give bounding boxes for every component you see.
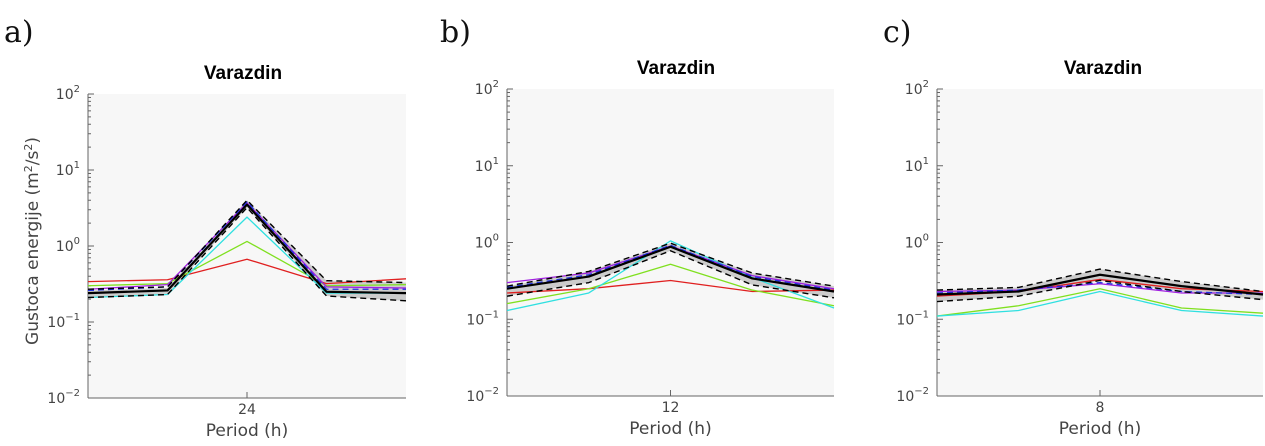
y-tick-label: 10−2 <box>466 386 499 405</box>
chart-panel-3: c) Varazdin 10−2 10−1 100 101 102 8 Period (h) <box>883 15 1264 439</box>
panel-letter: c) <box>883 15 912 50</box>
series-line-6 <box>506 240 835 312</box>
y-tick-label: 101 <box>56 160 80 179</box>
x-tick-label: 12 <box>662 400 680 416</box>
y-tick-label: 10−2 <box>896 386 929 405</box>
panel-letter: a) <box>4 15 34 50</box>
y-tick-label: 10−1 <box>466 309 499 328</box>
series-line-3 <box>506 250 835 299</box>
x-axis-label: Period (h) <box>206 421 288 441</box>
series-line-2 <box>506 242 835 287</box>
y-tick-label: 101 <box>905 156 929 175</box>
chart-title: Varazdin <box>637 58 715 79</box>
series-line-1 <box>506 245 835 293</box>
plot-area <box>88 94 406 398</box>
y-tick-label: 100 <box>475 233 499 252</box>
panel-letter: b) <box>440 15 471 50</box>
series-line-8 <box>506 244 835 291</box>
plot-area <box>507 89 834 396</box>
y-tick-label: 101 <box>475 156 499 175</box>
y-tick-label: 100 <box>905 233 929 252</box>
y-tick-label: 102 <box>56 84 80 103</box>
series-line-5 <box>506 263 835 307</box>
x-tick-label: 8 <box>1096 400 1105 416</box>
series-line-6 <box>936 290 1264 317</box>
ensemble-band <box>507 243 834 298</box>
y-tick-label: 10−1 <box>47 312 80 331</box>
chart-title: Varazdin <box>204 63 282 84</box>
series-line-1 <box>936 273 1264 296</box>
chart-panel-2: b) Varazdin 10−2 10−1 100 101 102 12 Period (h) <box>440 15 835 439</box>
series-line-5 <box>87 240 407 287</box>
series-line-8 <box>936 281 1264 296</box>
series-line-3 <box>936 279 1264 303</box>
series-line-3 <box>87 206 407 302</box>
series-line-4 <box>87 258 407 285</box>
x-axis-label: Period (h) <box>629 419 711 439</box>
series-line-2 <box>936 268 1264 293</box>
series-line-5 <box>936 288 1264 317</box>
y-tick-label: 102 <box>475 79 499 98</box>
y-tick-label: 10−2 <box>47 388 80 407</box>
chart-panel-1: a) Varazdin 10−2 10−1 100 101 102 24 Period (h) G… <box>4 15 407 441</box>
series-line-4 <box>506 279 835 294</box>
chart-title: Varazdin <box>1064 58 1142 79</box>
y-tick-label: 10−1 <box>896 309 929 328</box>
series-line-2 <box>87 199 407 290</box>
y-tick-label: 100 <box>56 236 80 255</box>
y-tick-label: 102 <box>905 79 929 98</box>
plot-area <box>937 89 1263 396</box>
ensemble-band <box>937 269 1263 302</box>
x-axis-label: Period (h) <box>1059 419 1141 439</box>
y-axis-label: Gustoca energije (m2/s2) <box>22 137 43 345</box>
series-line-1 <box>87 203 407 295</box>
ensemble-band <box>88 200 406 301</box>
x-tick-label: 24 <box>238 402 256 418</box>
